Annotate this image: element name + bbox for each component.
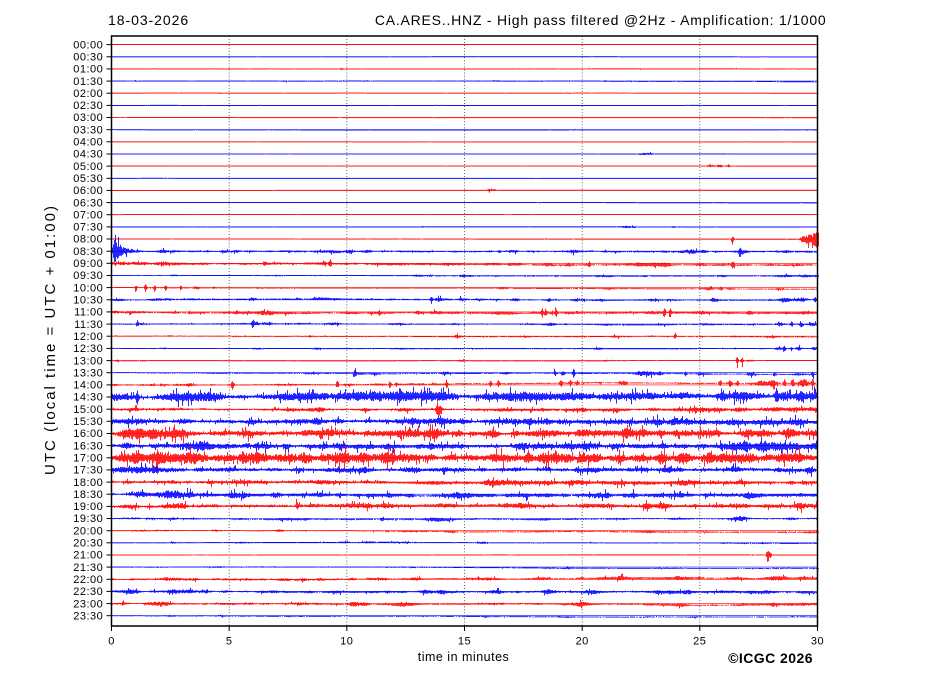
- svg-text:03:30: 03:30: [73, 124, 103, 136]
- svg-text:25: 25: [693, 636, 706, 648]
- svg-text:CA.ARES..HNZ - High pass filte: CA.ARES..HNZ - High pass filtered @2Hz -…: [375, 12, 827, 28]
- svg-text:20: 20: [576, 636, 589, 648]
- svg-text:01:00: 01:00: [73, 64, 103, 76]
- svg-text:23:00: 23:00: [73, 598, 103, 610]
- svg-text:05:30: 05:30: [73, 173, 103, 185]
- svg-text:13:30: 13:30: [73, 367, 103, 379]
- svg-text:02:30: 02:30: [73, 100, 103, 112]
- svg-text:19:30: 19:30: [73, 513, 103, 525]
- svg-text:16:30: 16:30: [73, 440, 103, 452]
- svg-text:18:00: 18:00: [73, 477, 103, 489]
- svg-text:04:30: 04:30: [73, 149, 103, 161]
- svg-text:19:00: 19:00: [73, 501, 103, 513]
- svg-text:09:30: 09:30: [73, 270, 103, 282]
- svg-text:10: 10: [340, 636, 353, 648]
- svg-text:20:30: 20:30: [73, 538, 103, 550]
- svg-text:11:00: 11:00: [74, 307, 103, 319]
- svg-text:22:30: 22:30: [73, 586, 103, 598]
- svg-text:18:30: 18:30: [73, 489, 103, 501]
- svg-text:02:00: 02:00: [73, 88, 103, 100]
- svg-text:20:00: 20:00: [73, 525, 103, 537]
- svg-text:18-03-2026: 18-03-2026: [108, 12, 189, 28]
- svg-text:09:00: 09:00: [73, 258, 103, 270]
- svg-text:30: 30: [811, 636, 824, 648]
- svg-text:10:30: 10:30: [73, 295, 103, 307]
- svg-text:UTC (local time = UTC + 01:00): UTC (local time = UTC + 01:00): [42, 204, 59, 475]
- svg-text:16:00: 16:00: [73, 428, 103, 440]
- svg-text:08:00: 08:00: [73, 234, 103, 246]
- svg-text:12:00: 12:00: [73, 331, 103, 343]
- svg-text:05:00: 05:00: [73, 161, 103, 173]
- svg-text:03:00: 03:00: [73, 112, 103, 124]
- svg-text:15: 15: [458, 636, 471, 648]
- svg-text:00:30: 00:30: [73, 52, 103, 64]
- svg-text:12:30: 12:30: [73, 343, 103, 355]
- svg-text:11:30: 11:30: [74, 319, 103, 331]
- svg-text:08:30: 08:30: [73, 246, 103, 258]
- svg-text:0: 0: [108, 636, 115, 648]
- svg-text:5: 5: [226, 636, 233, 648]
- svg-text:14:30: 14:30: [73, 392, 103, 404]
- svg-text:21:00: 21:00: [73, 550, 103, 562]
- svg-text:22:00: 22:00: [73, 574, 103, 586]
- svg-text:15:00: 15:00: [73, 404, 103, 416]
- svg-text:21:30: 21:30: [73, 562, 103, 574]
- svg-text:13:00: 13:00: [73, 355, 103, 367]
- svg-text:©ICGC 2026: ©ICGC 2026: [728, 650, 813, 666]
- svg-text:17:30: 17:30: [73, 465, 103, 477]
- svg-text:15:30: 15:30: [73, 416, 103, 428]
- svg-text:01:30: 01:30: [73, 76, 103, 88]
- svg-text:23:30: 23:30: [73, 610, 103, 622]
- svg-text:time in minutes: time in minutes: [418, 650, 510, 664]
- svg-text:10:00: 10:00: [73, 282, 103, 294]
- svg-text:00:00: 00:00: [73, 39, 103, 51]
- svg-text:17:00: 17:00: [73, 453, 103, 465]
- svg-text:04:00: 04:00: [73, 137, 103, 149]
- svg-text:14:00: 14:00: [73, 380, 103, 392]
- svg-text:07:30: 07:30: [73, 222, 103, 234]
- svg-text:07:00: 07:00: [73, 209, 103, 221]
- svg-text:06:00: 06:00: [73, 185, 103, 197]
- svg-text:06:30: 06:30: [73, 197, 103, 209]
